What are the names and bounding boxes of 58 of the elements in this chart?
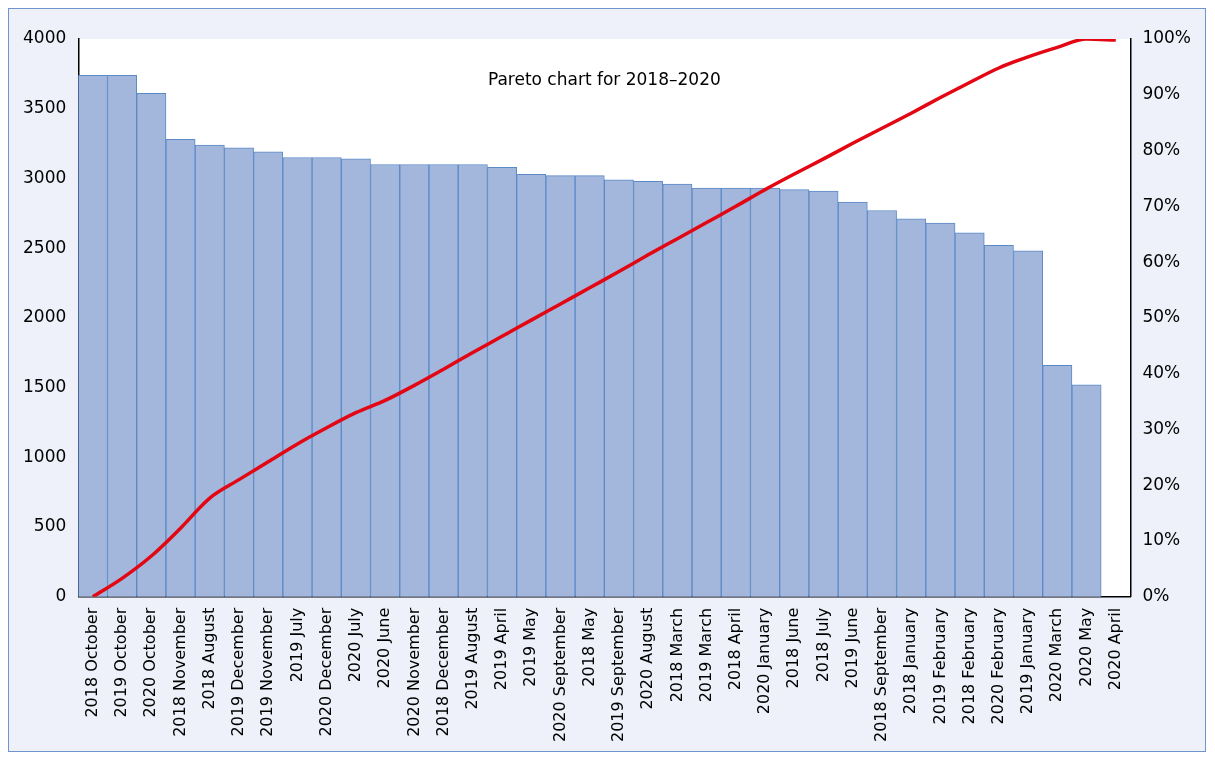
x-tick-label: 2018 September — [871, 607, 891, 743]
y2-tick-label: 80% — [1142, 138, 1181, 159]
x-tick-label: 2020 September — [549, 607, 569, 743]
x-tick-label: 2019 March — [695, 607, 715, 703]
y2-tick-label: 100% — [1142, 27, 1192, 48]
x-tick-label: 2019 December — [228, 607, 248, 737]
x-tick-label: 2020 April — [1104, 607, 1124, 691]
x-tick-label: 2020 January — [754, 607, 774, 715]
y-tick-label: 4000 — [23, 27, 67, 48]
y2-tick-label: 60% — [1142, 250, 1181, 271]
line-series — [91, 39, 1118, 597]
y-tick-label: 1000 — [23, 445, 67, 466]
x-tick-label: 2020 May — [1075, 607, 1095, 687]
y-tick-label: 2000 — [23, 306, 67, 327]
x-tick-label: 2019 February — [929, 607, 949, 725]
x-tick-label: 2020 August — [637, 607, 657, 710]
x-tick-label: 2020 June — [374, 607, 394, 689]
x-tick-label: 2018 June — [783, 607, 803, 689]
x-tick-label: 2020 October — [140, 607, 160, 718]
y2-tick-label: 20% — [1142, 473, 1181, 494]
x-tick-label: 2020 March — [1046, 607, 1066, 703]
y2-tick-label: 50% — [1142, 306, 1181, 327]
y-tick-label: 2500 — [23, 236, 67, 257]
y2-tick-label: 0% — [1142, 585, 1170, 606]
x-tick-label: 2020 February — [988, 607, 1008, 725]
x-tick-label: 2019 July — [286, 607, 306, 683]
x-tick-label: 2018 August — [198, 607, 218, 710]
y2-tick-label: 10% — [1142, 529, 1181, 550]
y-tick-label: 1500 — [23, 376, 67, 397]
x-tick-label: 2018 July — [812, 607, 832, 683]
x-tick-label: 2020 December — [315, 607, 335, 737]
x-tick-label: 2019 October — [111, 607, 131, 718]
x-tick-label: 2018 October — [82, 607, 102, 718]
y-tick-label: 3000 — [23, 166, 67, 187]
y-tick-label: 3500 — [23, 97, 67, 118]
x-tick-label: 2019 September — [608, 607, 628, 743]
x-tick-label: 2018 March — [666, 607, 686, 703]
y-tick-label: 0 — [55, 585, 67, 606]
y2-tick-label: 30% — [1142, 417, 1181, 438]
y-tick-label: 500 — [33, 515, 67, 536]
x-tick-label: 2018 February — [958, 607, 978, 725]
text: Pareto chart for 2018–2020 — [487, 69, 721, 90]
x-tick-label: 2018 January — [900, 607, 920, 715]
x-tick-label: 2019 August — [461, 607, 481, 710]
x-tick-label: 2019 November — [257, 607, 277, 737]
y2-tick-label: 90% — [1142, 83, 1181, 104]
x-tick-label: 2020 November — [403, 607, 423, 737]
x-tick-label: 2018 November — [169, 607, 189, 737]
y2-tick-label: 40% — [1142, 362, 1181, 383]
x-tick-label: 2018 May — [578, 607, 598, 687]
x-tick-label: 2019 January — [1017, 607, 1037, 715]
x-tick-label: 2019 May — [520, 607, 540, 687]
x-tick-label: 2020 July — [345, 607, 365, 683]
x-tick-label: 2019 April — [491, 607, 511, 691]
x-tick-label: 2019 June — [841, 607, 861, 689]
x-tick-label: 2018 April — [725, 607, 744, 691]
x-tick-label: 2018 December — [432, 607, 452, 737]
y2-tick-label: 70% — [1142, 194, 1181, 215]
